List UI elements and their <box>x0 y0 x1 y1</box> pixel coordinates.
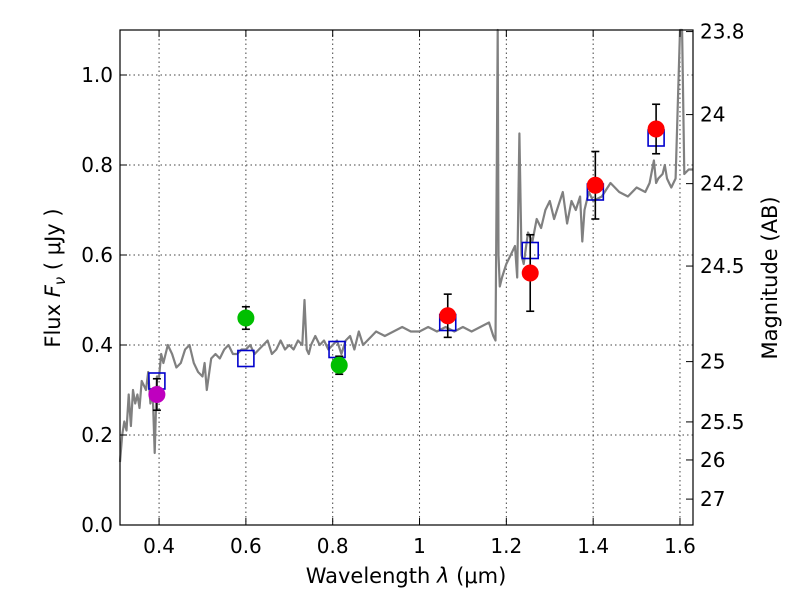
observed-photometry-layer <box>148 103 665 412</box>
y-axis-label: Flux Fν ( μJy ) <box>41 208 69 347</box>
y-tick-label: 0.2 <box>81 423 113 447</box>
x-tick-label: 1.2 <box>490 534 522 558</box>
y-tick-label: 0.8 <box>81 153 113 177</box>
x-tick-label: 1 <box>413 534 426 558</box>
observed-photometry-point <box>521 264 539 282</box>
x-tick-label: 0.6 <box>230 534 262 558</box>
magnitude-tick-label: 24.2 <box>700 172 745 196</box>
magnitude-tick-label: 23.8 <box>700 20 745 44</box>
y-tick-label: 1.0 <box>81 63 113 87</box>
observed-photometry-point <box>586 176 604 194</box>
magnitude-tick-label: 24.5 <box>700 254 745 278</box>
x-tick-label: 1.6 <box>664 534 696 558</box>
model-photometry-layer <box>148 129 665 390</box>
x-axis-label: Wavelength λ (μm) <box>306 564 507 588</box>
magnitude-tick-label: 26 <box>700 448 725 472</box>
observed-photometry-point <box>330 356 348 374</box>
observed-photometry-point <box>237 309 255 327</box>
magnitude-axis-label: Magnitude (AB) <box>758 196 782 359</box>
axis-ticks: 0.4 0.6 0.8 1 1.2 1.4 1.6 0.0 0.2 0.4 0.6 0.8 1.0 23.… <box>81 20 744 558</box>
plot-frame <box>119 29 694 526</box>
y-tick-label: 0.6 <box>81 243 113 267</box>
model-photometry-square <box>237 349 255 368</box>
observed-photometry-point <box>439 307 457 325</box>
sed-model-layer <box>118 28 693 463</box>
y-tick-label: 0.4 <box>81 333 113 357</box>
sed-model-line <box>118 28 693 463</box>
magnitude-tick-label: 25.5 <box>700 410 745 434</box>
y-tick-label: 0.0 <box>81 513 113 537</box>
x-tick-label: 0.8 <box>317 534 349 558</box>
x-tick-label: 0.4 <box>143 534 175 558</box>
x-tick-label: 1.4 <box>577 534 609 558</box>
magnitude-tick-label: 27 <box>700 487 725 511</box>
magnitude-tick-label: 25 <box>700 350 725 374</box>
observed-photometry-point <box>647 120 665 138</box>
magnitude-tick-label: 24 <box>700 103 725 127</box>
observed-photometry-point <box>148 386 166 403</box>
grid-lines <box>120 30 693 525</box>
